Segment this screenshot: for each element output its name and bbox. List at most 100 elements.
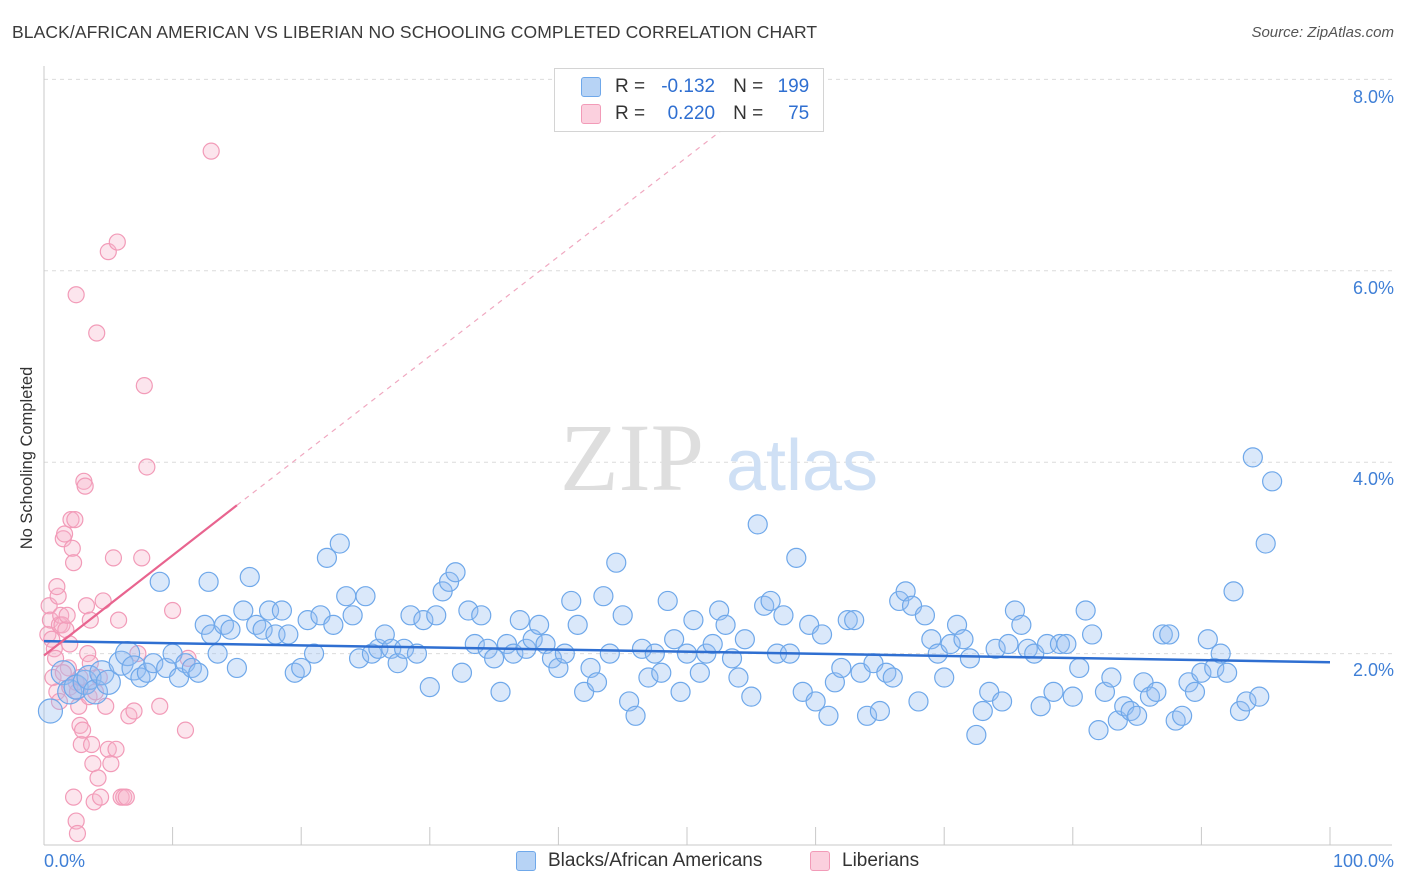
blacks-point: [972, 700, 993, 722]
blacks-point: [953, 629, 974, 650]
blacks-point: [606, 552, 627, 573]
stats-legend: R = -0.132 N = 199 R = 0.220 N = 75: [554, 68, 824, 132]
liberians-point: [120, 707, 138, 725]
liberians-point: [76, 477, 94, 495]
liberians-swatch: [810, 851, 830, 871]
blacks-point: [760, 590, 781, 612]
liberians-point: [108, 233, 126, 251]
blacks-point: [1011, 614, 1032, 635]
blacks-point: [1223, 581, 1244, 602]
liberians-trend-extension: [236, 126, 726, 506]
blacks-point: [612, 605, 633, 626]
x-tick-label-max: 100.0%: [1332, 851, 1394, 871]
blacks-point: [869, 700, 891, 722]
watermark-atlas: atlas: [726, 426, 878, 506]
blacks-point: [233, 600, 254, 621]
blacks-point: [451, 662, 473, 683]
liberians-point: [104, 549, 123, 567]
blacks-point: [1217, 662, 1238, 683]
liberians-point: [64, 554, 83, 572]
blacks-point: [1197, 629, 1218, 650]
blacks-point: [509, 610, 530, 631]
blacks-point: [1088, 720, 1109, 741]
blacks-point: [458, 600, 479, 621]
blacks-point: [837, 610, 858, 631]
blacks-point: [991, 691, 1013, 712]
blacks-point: [985, 638, 1006, 659]
liberians-point: [61, 635, 79, 653]
blacks-point: [291, 657, 312, 679]
liberians-point: [151, 697, 169, 715]
liberians-point: [135, 377, 153, 395]
legend-pink-r-label: R =: [615, 103, 646, 124]
blacks-point: [413, 610, 434, 631]
blacks-point: [651, 662, 672, 683]
y-tick-label-2: 2.0%: [1352, 660, 1394, 680]
liberians-point: [59, 659, 78, 677]
blacks-point: [1069, 657, 1090, 679]
liberians-point: [84, 755, 102, 773]
blacks-point: [644, 643, 665, 664]
liberians-point: [66, 511, 84, 529]
blacks-point: [1146, 681, 1167, 702]
blue-swatch: [581, 77, 601, 97]
legend-pink-n-value: 75: [788, 103, 810, 124]
legend-label-liberians: Liberians: [842, 850, 920, 871]
blacks-points: [37, 447, 1283, 746]
liberians-point: [117, 788, 135, 806]
legend-blue-n-label: N =: [733, 76, 764, 97]
liberians-point: [202, 142, 220, 160]
blacks-point: [143, 653, 164, 674]
blacks-point: [121, 655, 147, 681]
liberians-point: [164, 601, 182, 620]
blacks-point: [702, 633, 723, 655]
blacks-point: [303, 643, 325, 664]
liberians-point: [50, 692, 69, 711]
liberians-point: [129, 644, 147, 663]
watermark-zip: ZIP: [560, 404, 704, 511]
blacks-point: [1255, 533, 1276, 554]
liberians-point: [71, 716, 89, 734]
blacks-point: [95, 669, 121, 695]
blacks-point: [393, 638, 415, 659]
liberians-point: [64, 788, 83, 806]
liberians-point: [63, 539, 81, 557]
blacks-point: [940, 633, 961, 655]
blacks-point: [1043, 681, 1064, 702]
legend-pink-r-value: 0.220: [667, 103, 716, 124]
liberians-point: [43, 630, 61, 648]
blacks-point: [355, 586, 376, 607]
legend-row-pink: R = 0.220 N = 75: [581, 101, 809, 127]
liberians-point: [67, 286, 85, 304]
blacks-point: [50, 660, 76, 686]
blacks-point: [220, 619, 241, 640]
blacks-point: [908, 691, 929, 712]
blacks-point: [529, 614, 550, 635]
legend-item-blacks: Blacks/African Americans: [516, 850, 762, 872]
axes: [43, 66, 1392, 846]
blacks-point: [728, 667, 749, 688]
liberians-point: [176, 721, 195, 739]
blacks-point: [882, 667, 903, 688]
blacks-point: [1062, 686, 1083, 707]
liberians-point: [73, 721, 92, 739]
blacks-point: [1249, 686, 1270, 707]
blacks-point: [76, 664, 102, 691]
blacks-point: [811, 624, 833, 645]
blacks-point: [1236, 691, 1257, 712]
blacks-point: [271, 600, 293, 621]
blacks-point: [198, 571, 219, 592]
blacks-point: [406, 643, 428, 664]
liberians-point: [48, 578, 66, 596]
legend-blue-n-value: 199: [777, 76, 810, 97]
blacks-point: [741, 686, 762, 707]
blacks-swatch: [516, 851, 536, 871]
blacks-point: [554, 643, 575, 664]
liberians-point: [46, 649, 65, 667]
liberians-point: [109, 611, 128, 629]
liberians-point: [82, 735, 101, 754]
blacks-point: [278, 624, 299, 645]
blacks-point: [252, 619, 273, 640]
blacks-point: [226, 657, 247, 679]
liberians-point: [102, 755, 120, 773]
